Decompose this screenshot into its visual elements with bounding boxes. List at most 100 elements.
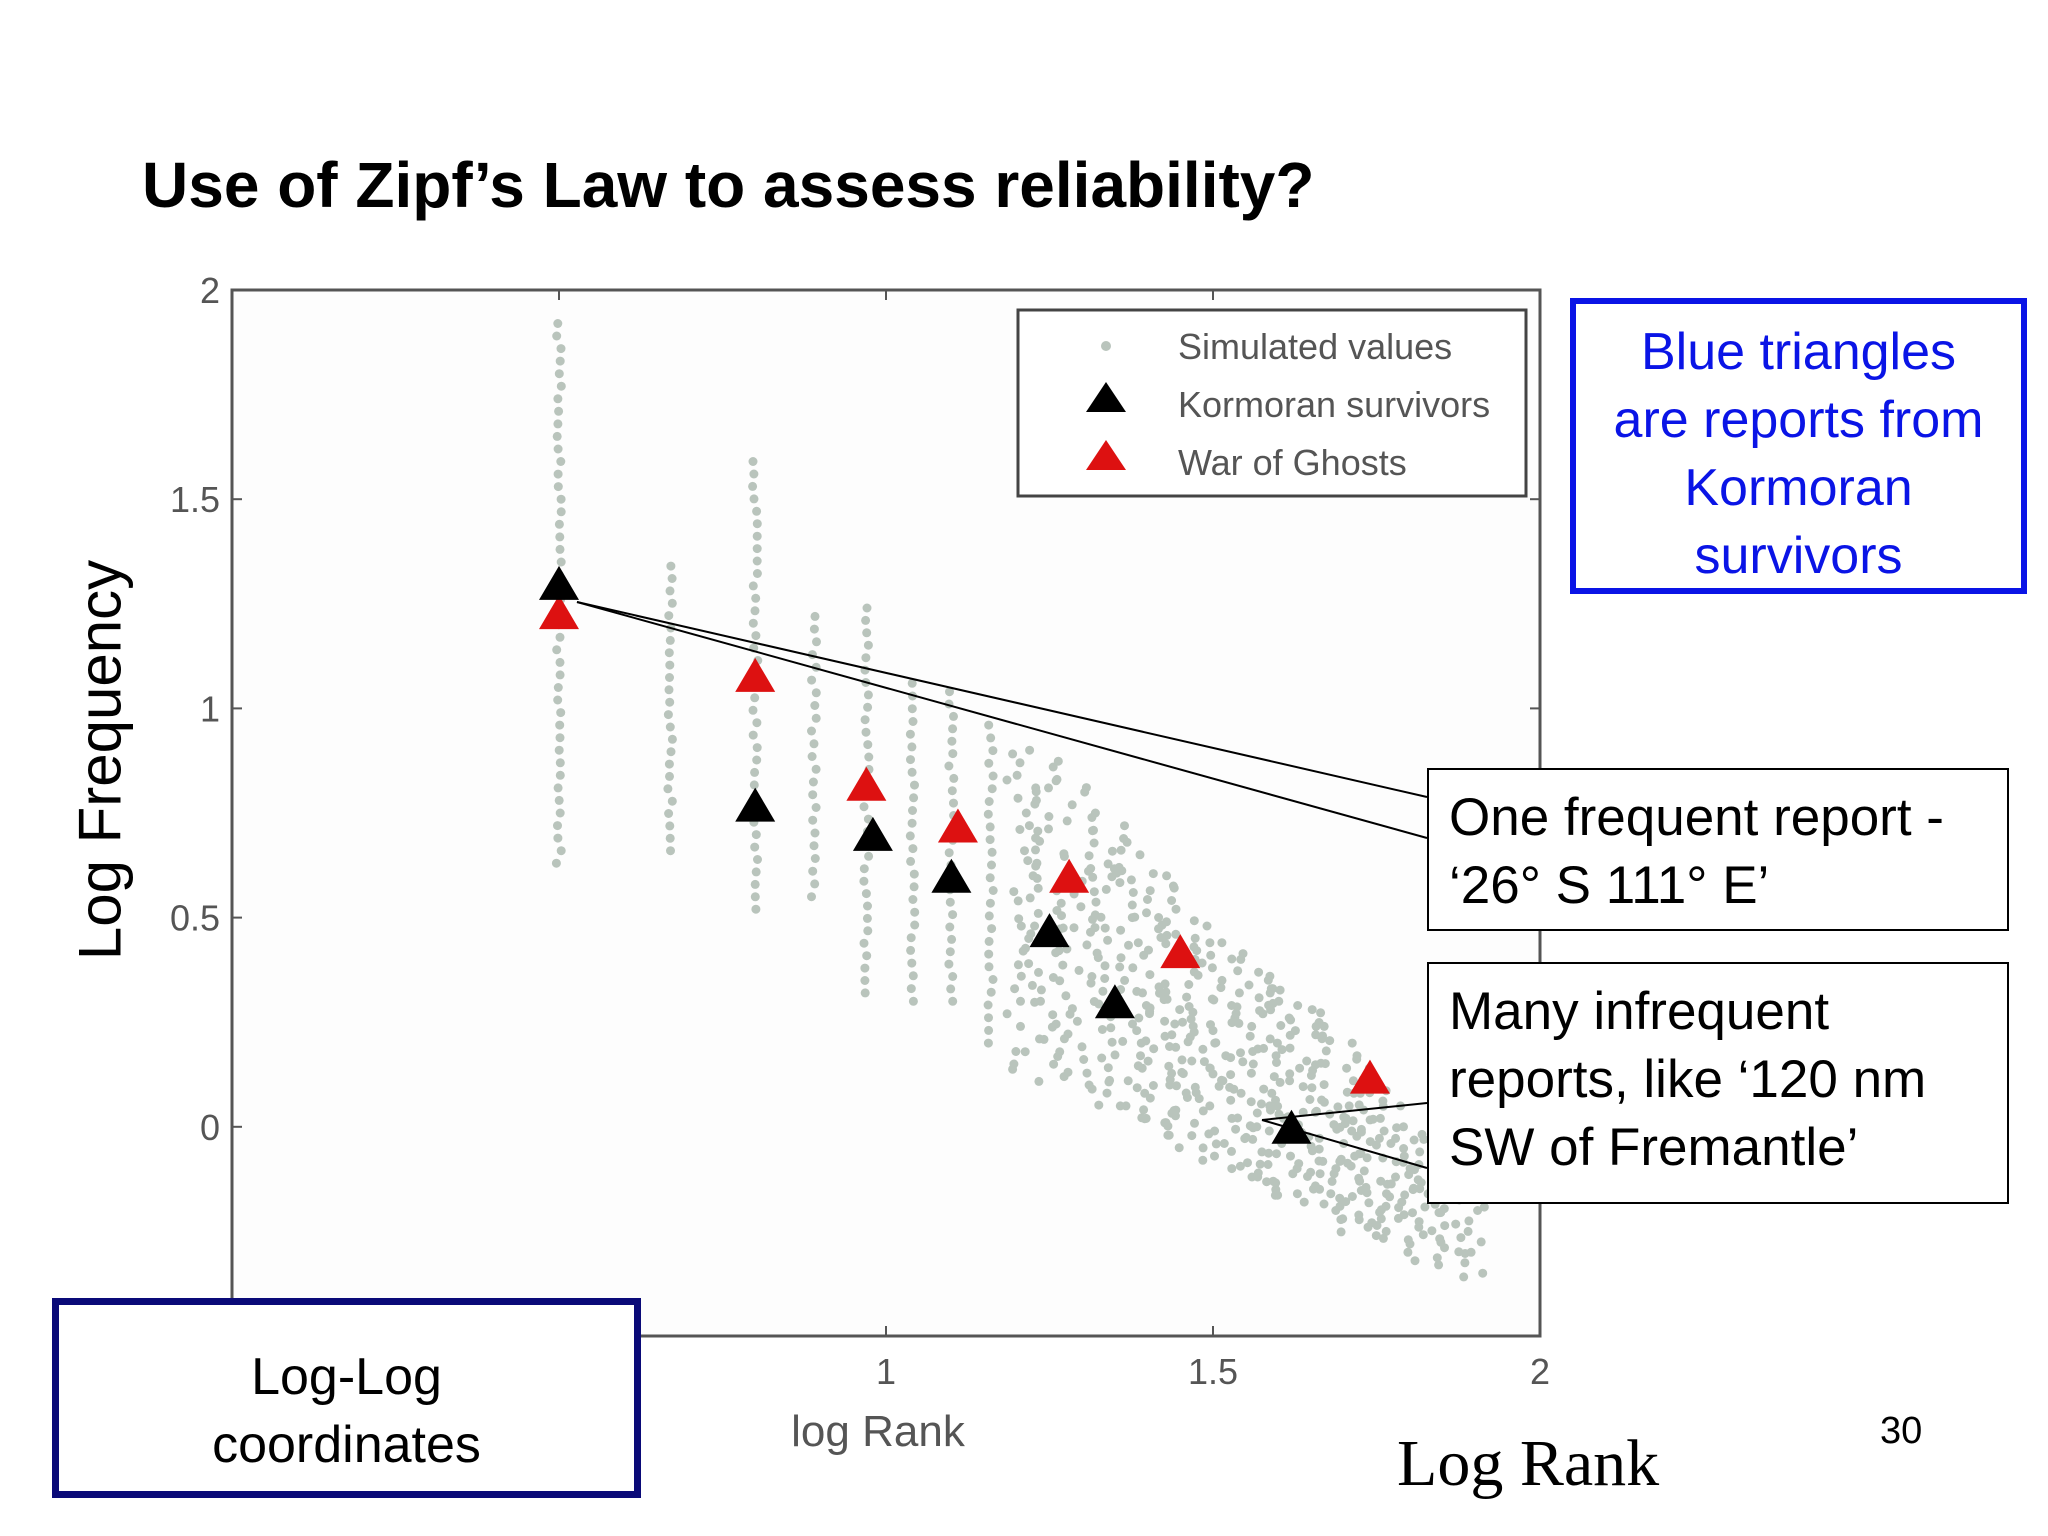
simulated-point	[1307, 1083, 1317, 1093]
simulated-point	[1238, 1057, 1248, 1067]
simulated-point	[551, 858, 561, 868]
simulated-point	[862, 913, 872, 923]
simulated-point	[1013, 960, 1023, 970]
simulated-point	[987, 784, 997, 794]
simulated-point	[1116, 953, 1126, 963]
simulated-point	[807, 752, 817, 761]
simulated-point	[948, 996, 958, 1006]
simulated-point	[664, 611, 674, 621]
simulated-point	[749, 469, 759, 479]
simulated-point	[1225, 1082, 1235, 1092]
y-tick-label: 0	[200, 1107, 220, 1148]
simulated-point	[1012, 770, 1022, 780]
simulated-point	[751, 631, 761, 641]
simulated-point	[1336, 1215, 1346, 1225]
simulated-point	[1306, 1167, 1316, 1177]
simulated-point	[1178, 1069, 1188, 1079]
simulated-point	[1177, 1055, 1187, 1065]
simulated-point	[1036, 996, 1045, 1006]
simulated-point	[1190, 1118, 1199, 1128]
simulated-point	[1319, 1199, 1329, 1209]
simulated-point	[1102, 1088, 1112, 1098]
simulated-point	[810, 828, 820, 838]
simulated-point	[809, 624, 819, 634]
simulated-point	[665, 722, 675, 732]
callout-line: reports, like ‘120 nm	[1449, 1050, 1927, 1109]
simulated-point	[1170, 1019, 1180, 1029]
simulated-point	[552, 431, 562, 441]
simulated-point	[553, 783, 563, 793]
simulated-point	[1187, 1131, 1197, 1141]
simulated-point	[1265, 988, 1275, 998]
simulated-point	[1235, 1161, 1245, 1171]
simulated-point	[1100, 961, 1110, 971]
simulated-point	[1031, 861, 1041, 871]
simulated-point	[809, 841, 819, 851]
simulated-point	[1013, 793, 1023, 803]
simulated-point	[1023, 856, 1033, 866]
simulated-point	[1115, 878, 1125, 888]
blue-triangles-note: Blue triangles are reports from Kormoran…	[1570, 298, 2027, 594]
simulated-point	[1456, 1233, 1466, 1243]
simulated-point	[811, 803, 821, 812]
simulated-point	[555, 758, 565, 768]
simulated-point	[1030, 799, 1040, 809]
simulated-point	[1231, 1124, 1241, 1134]
simulated-point	[555, 720, 565, 730]
simulated-point	[984, 797, 994, 806]
simulated-point	[1133, 1061, 1143, 1071]
note-line: Log-Log	[251, 1348, 442, 1406]
simulated-point	[863, 640, 873, 650]
simulated-point	[1263, 1160, 1273, 1169]
simulated-point	[1286, 1151, 1295, 1161]
simulated-point	[666, 846, 675, 856]
simulated-point	[906, 933, 916, 943]
simulated-point	[553, 695, 563, 705]
simulated-point	[864, 752, 874, 762]
simulated-point	[748, 705, 758, 715]
kormoran-marker	[1029, 913, 1070, 948]
simulated-point	[1306, 1141, 1316, 1151]
simulated-point	[1011, 1047, 1021, 1056]
simulated-point	[1400, 1190, 1410, 1200]
simulated-point	[1174, 1143, 1184, 1153]
simulated-point	[1344, 1101, 1354, 1111]
simulated-point	[907, 742, 917, 752]
simulated-point	[1063, 1067, 1073, 1077]
simulated-point	[812, 637, 821, 647]
simulated-point	[750, 892, 760, 902]
simulated-point	[664, 759, 674, 769]
kormoran-marker	[539, 565, 579, 600]
simulated-point	[1198, 1143, 1208, 1153]
simulated-point	[1100, 923, 1110, 933]
simulated-point	[1321, 1046, 1331, 1056]
simulated-point	[811, 713, 821, 723]
simulated-point	[1094, 999, 1104, 1009]
simulated-point	[1082, 1068, 1092, 1078]
simulated-point	[1234, 1018, 1244, 1028]
simulated-point	[1271, 1095, 1280, 1105]
simulated-point	[1020, 846, 1029, 856]
simulated-point	[1217, 938, 1227, 948]
x-tick-label: 2	[1530, 1351, 1550, 1392]
simulated-point	[1227, 1018, 1237, 1028]
simulated-point	[553, 444, 563, 454]
simulated-point	[908, 996, 918, 1006]
simulated-point	[1067, 800, 1077, 810]
simulated-point	[1236, 1048, 1245, 1058]
simulated-point	[1008, 1064, 1018, 1074]
simulated-point	[1295, 1063, 1305, 1073]
simulated-point	[1010, 984, 1020, 994]
simulated-point	[665, 833, 675, 843]
simulated-point	[748, 481, 758, 491]
simulated-point	[947, 934, 957, 944]
simulated-point	[1294, 1159, 1304, 1169]
simulated-point	[1392, 1123, 1402, 1133]
simulated-point	[807, 892, 816, 902]
simulated-point	[1267, 1088, 1277, 1098]
simulated-point	[1435, 1234, 1445, 1244]
simulated-point	[556, 846, 566, 856]
simulated-point	[1415, 1147, 1425, 1157]
simulated-point	[984, 911, 994, 921]
simulated-point	[556, 708, 566, 718]
